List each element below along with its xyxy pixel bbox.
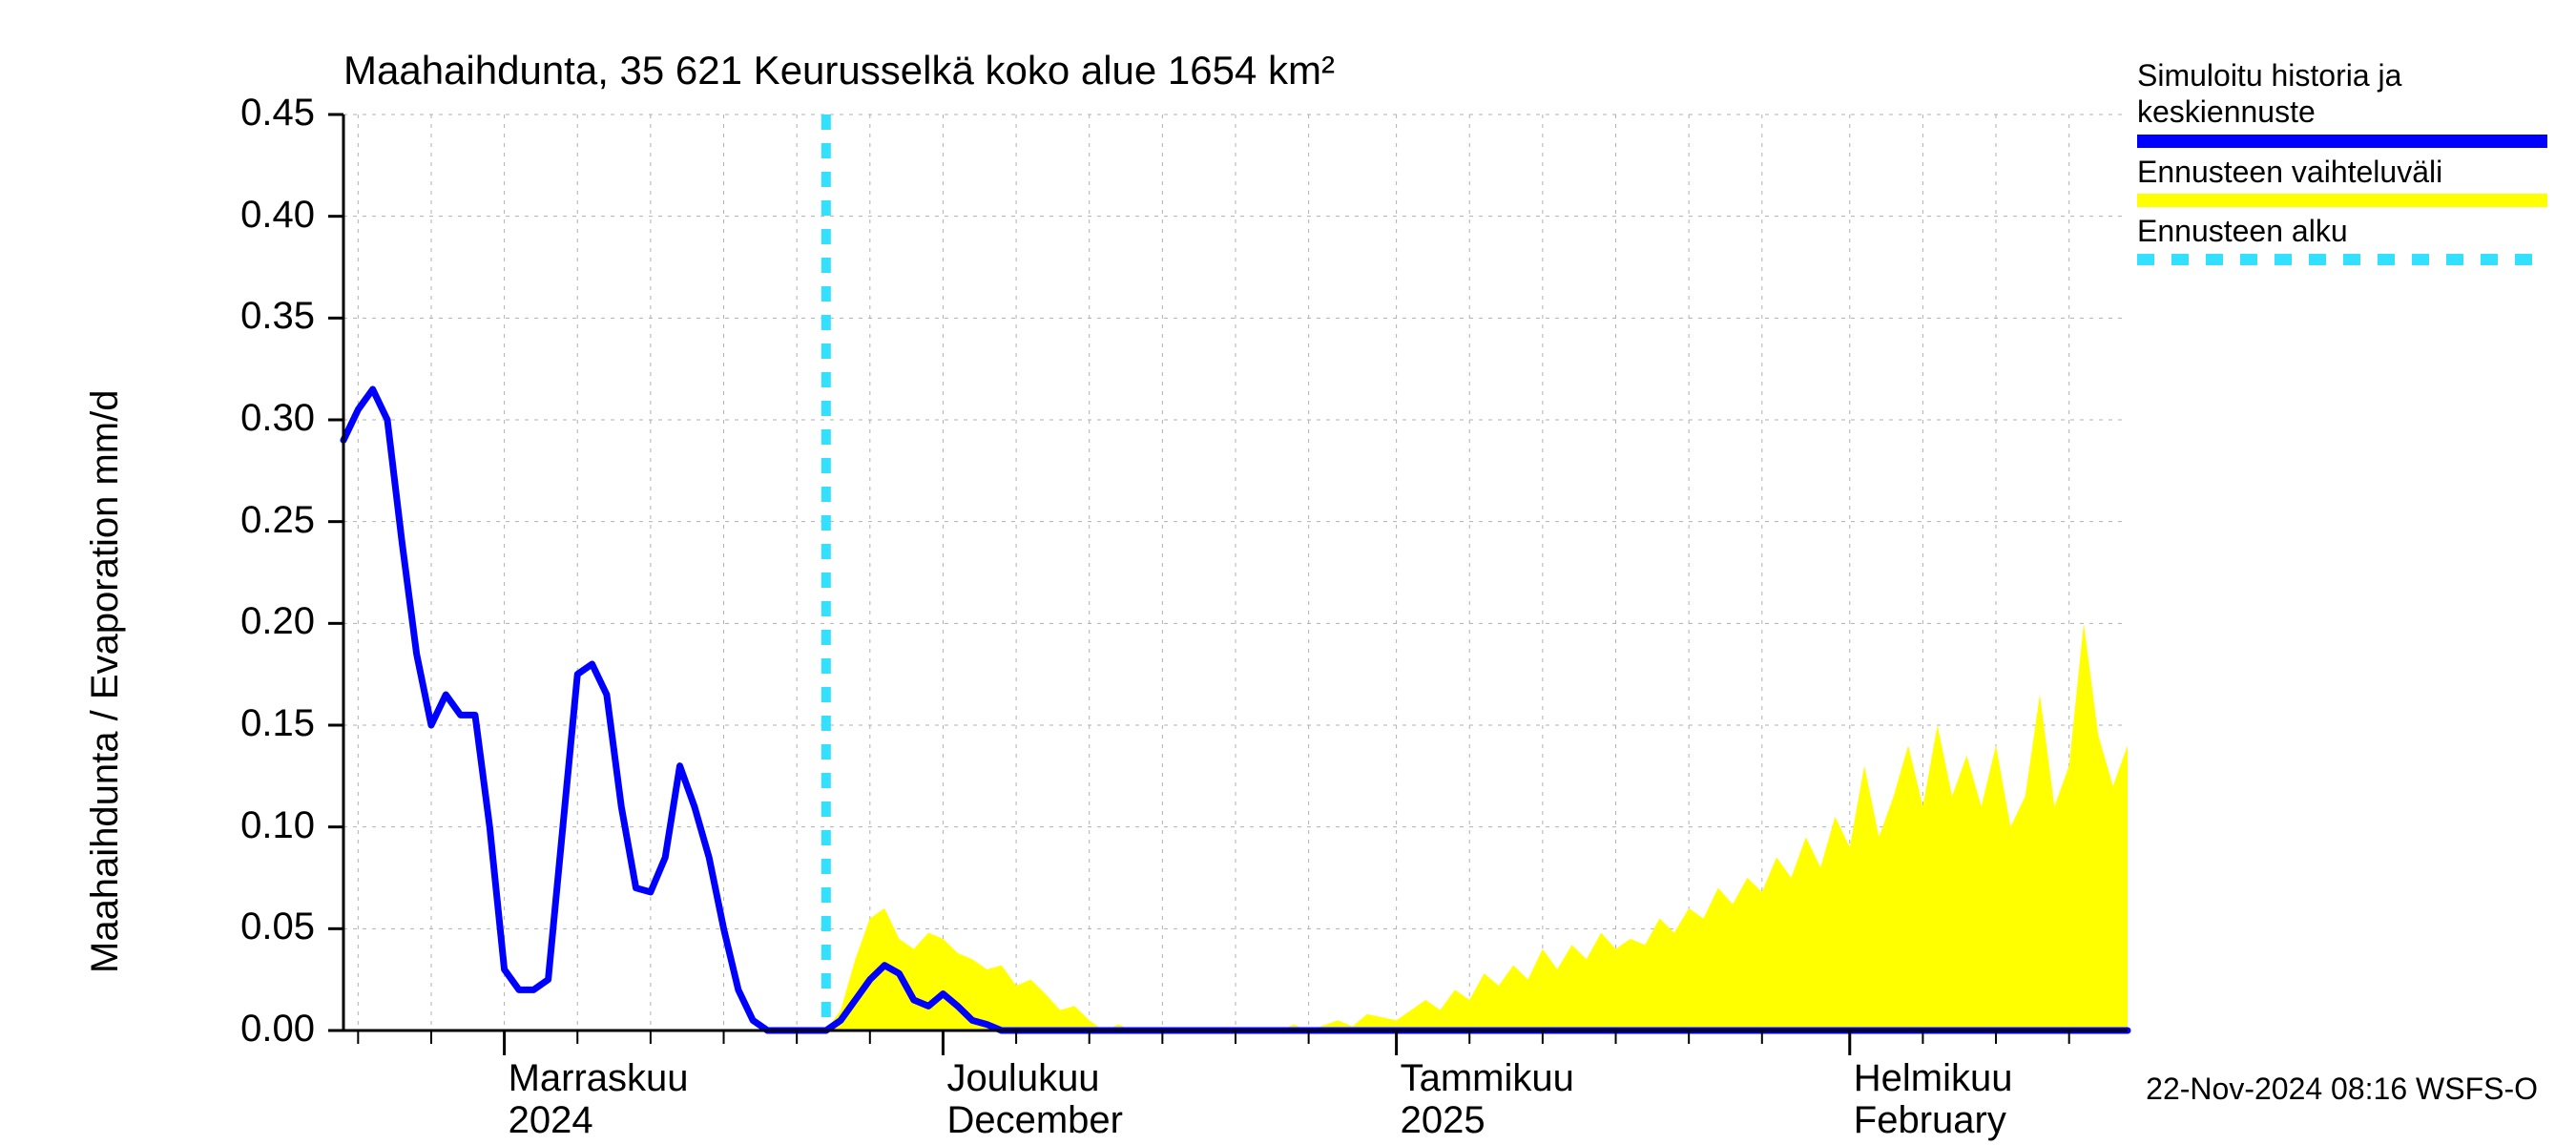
legend: Simuloitu historia ja keskiennuste Ennus… <box>2137 57 2547 271</box>
legend-label: Ennusteen alku <box>2137 213 2547 249</box>
legend-label: Simuloitu historia ja keskiennuste <box>2137 57 2547 131</box>
chart-container: Maahaihdunta, 35 621 Keurusselkä koko al… <box>0 0 2576 1145</box>
legend-entry-fill: Ennusteen vaihteluväli <box>2137 154 2547 207</box>
legend-swatch-line <box>2137 135 2547 148</box>
legend-swatch-dash <box>2137 254 2547 265</box>
legend-entry-dash: Ennusteen alku <box>2137 213 2547 264</box>
legend-label: Ennusteen vaihteluväli <box>2137 154 2547 190</box>
footer-timestamp: 22-Nov-2024 08:16 WSFS-O <box>2146 1072 2538 1107</box>
legend-entry-line: Simuloitu historia ja keskiennuste <box>2137 57 2547 148</box>
legend-swatch-fill <box>2137 194 2547 207</box>
